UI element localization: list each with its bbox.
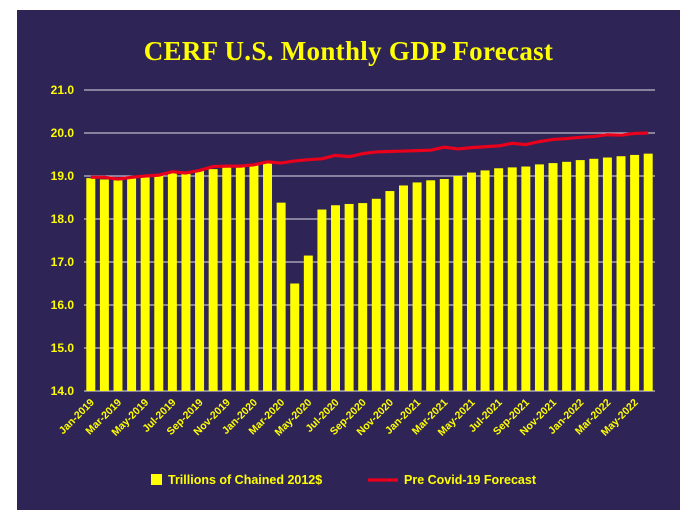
legend-label-line: Pre Covid-19 Forecast xyxy=(404,473,537,487)
bar xyxy=(494,168,504,391)
bar xyxy=(317,209,327,391)
bar xyxy=(385,191,395,391)
bar xyxy=(167,172,177,391)
bar xyxy=(181,171,191,391)
bar xyxy=(426,180,436,391)
bar xyxy=(521,166,531,391)
bar xyxy=(99,179,109,391)
bar xyxy=(249,164,259,391)
bar xyxy=(630,154,640,391)
bar xyxy=(235,166,245,391)
legend-label-bars: Trillions of Chained 2012$ xyxy=(168,473,322,487)
bar xyxy=(643,153,653,391)
bar xyxy=(331,205,340,391)
y-tick-label: 19.0 xyxy=(51,169,75,183)
bar xyxy=(439,179,449,391)
bar xyxy=(127,177,137,391)
bar xyxy=(195,170,205,391)
bar xyxy=(412,182,422,391)
bar xyxy=(276,202,286,391)
y-tick-label: 20.0 xyxy=(51,126,75,140)
legend-swatch-bars xyxy=(151,474,162,485)
y-tick-label: 17.0 xyxy=(51,255,75,269)
forecast-line xyxy=(90,131,649,181)
bar xyxy=(86,178,96,391)
y-tick-label: 21.0 xyxy=(51,83,75,97)
bar xyxy=(466,172,476,391)
bar xyxy=(480,170,490,391)
bar xyxy=(344,203,354,391)
bar xyxy=(113,180,123,391)
y-tick-label: 16.0 xyxy=(51,298,75,312)
bar xyxy=(154,175,164,391)
bar xyxy=(140,176,150,391)
chart-title: CERF U.S. Monthly GDP Forecast xyxy=(143,36,554,66)
bar xyxy=(589,158,599,391)
bar xyxy=(222,167,232,391)
bar xyxy=(575,160,585,391)
y-tick-label: 15.0 xyxy=(51,341,75,355)
bar xyxy=(208,169,218,391)
bar xyxy=(548,163,558,391)
bar xyxy=(507,167,517,391)
bar xyxy=(616,156,626,391)
bar xyxy=(263,163,273,391)
bar xyxy=(399,185,408,391)
y-tick-label: 18.0 xyxy=(51,212,75,226)
bar xyxy=(562,161,572,391)
bar xyxy=(453,176,463,391)
bar xyxy=(371,198,381,391)
bar xyxy=(358,203,368,391)
bar xyxy=(534,164,544,391)
y-tick-label: 14.0 xyxy=(51,384,75,398)
bar xyxy=(303,255,313,391)
bar xyxy=(290,283,300,391)
bar xyxy=(602,157,612,391)
